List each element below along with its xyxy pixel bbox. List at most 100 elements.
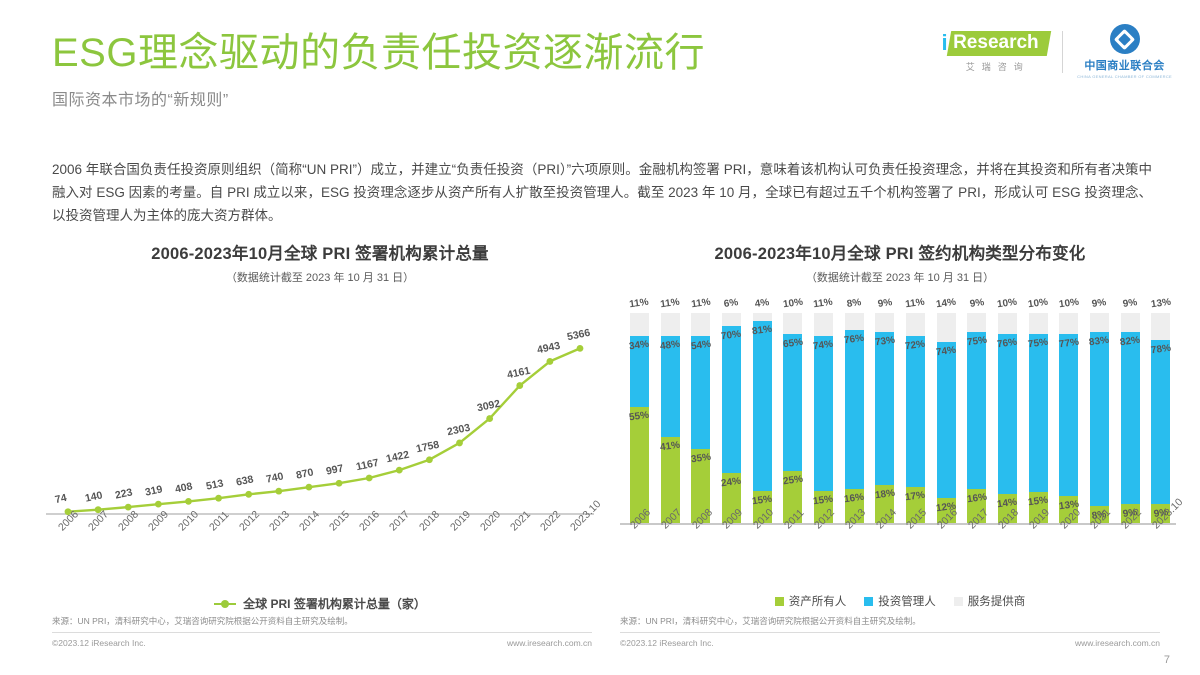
bar-column: 11% 48% 41%	[655, 297, 686, 523]
bar-segment-service-label: 10%	[996, 296, 1019, 311]
legend-swatch	[953, 596, 963, 606]
bar-segment-manager: 70%	[720, 325, 743, 473]
bar-segment-service-label: 9%	[1122, 297, 1138, 310]
partner-logo: 中国商业联合会 CHINA GENERAL CHAMBER OF COMMERC…	[1077, 24, 1172, 79]
bar-stack: 10% 76% 14%	[996, 297, 1019, 523]
bar-segment-owner: 13%	[1058, 495, 1079, 523]
bar-segment-service: 11%	[660, 297, 680, 337]
bar-segment-service: 9%	[875, 297, 895, 332]
bar-chart-x-axis: 2006 2007 2008 2009 2010 2011 2012 2013 2014 2015…	[624, 496, 1185, 577]
bar-segment-manager: 74%	[935, 342, 957, 498]
bar-chart-plot: 11% 34% 55% 11% 48% 41% 11% 54% 35% 6% 70% 24% 4% 81%…	[620, 297, 1185, 531]
bar-segment-service-label: 9%	[876, 297, 893, 310]
bar-segment-manager-label: 82%	[1119, 334, 1141, 349]
bar-segment-manager-label: 76%	[996, 336, 1019, 351]
bar-segment-owner-label: 55%	[628, 410, 651, 424]
bar-segment-owner-label: 15%	[812, 494, 835, 508]
bar-segment-manager: 54%	[689, 336, 712, 450]
bar-segment-manager: 65%	[782, 334, 804, 471]
logo-divider	[1062, 30, 1064, 73]
bar-column: 11% 54% 35%	[685, 297, 716, 523]
bar-segment-service-label: 11%	[690, 296, 712, 311]
bar-segment-owner-label: 17%	[904, 489, 927, 504]
bar-segment-manager: 75%	[966, 331, 988, 490]
page-header: ESG理念驱动的负责任投资逐渐流行 国际资本市场的“新规则”	[52, 28, 812, 110]
bar-segment-manager-label: 83%	[1088, 334, 1111, 349]
bar-segment-service: 4%	[752, 297, 772, 322]
bar-legend-item: 资产所有人	[774, 593, 847, 609]
bar-segment-owner: 15%	[812, 491, 835, 523]
logo-group: i Research 艾瑞咨询 中国商业联合会 CHINA GENERAL CH…	[941, 24, 1172, 79]
bar-segment-manager-label: 76%	[843, 332, 865, 347]
bar-column: 4% 81% 15%	[747, 297, 778, 523]
bar-segment-manager-label: 72%	[904, 338, 927, 353]
bar-segment-manager: 72%	[904, 336, 927, 488]
bar-stack: 10% 65% 25%	[782, 297, 804, 523]
bar-segment-manager: 75%	[1027, 334, 1049, 492]
bar-stack: 10% 77% 13%	[1058, 297, 1080, 523]
bar-segment-service: 11%	[690, 297, 711, 337]
page-footer: 来源：UN PRI，清科研究中心，艾瑞咨询研究院根据公开资料自主研究及绘制。 ©…	[0, 615, 1200, 675]
bar-segment-owner: 15%	[1027, 491, 1049, 523]
bar-segment-service-label: 4%	[754, 297, 770, 310]
bar-segment-service-label: 11%	[628, 296, 650, 311]
page-title: ESG理念驱动的负责任投资逐渐流行	[52, 31, 705, 75]
line-chart-plot: 74 140 223 319 408 513 638 740 870 997 1167 1422 175…	[40, 301, 603, 533]
bar-segment-manager-label: 54%	[689, 338, 712, 353]
website-left: www.iresearch.com.cn	[506, 638, 592, 648]
line-chart-x-axis: 2006 2007 2008 2009 2010 2011 2012 2013 2014 2015…	[40, 498, 603, 579]
bar-segment-manager: 48%	[659, 336, 681, 437]
legend-swatch	[864, 596, 874, 606]
bar-column: 10% 77% 13%	[1053, 297, 1084, 523]
bar-segment-manager-label: 78%	[1150, 342, 1172, 357]
bar-segment-service-label: 6%	[723, 297, 740, 310]
bar-stack: 4% 81% 15%	[751, 297, 773, 523]
line-chart-legend: 全球 PRI 签署机构累计总量（家）	[40, 595, 600, 612]
footer-rule-left	[52, 632, 592, 633]
bar-segment-owner: 16%	[843, 489, 865, 523]
bar-segment-service: 11%	[813, 297, 834, 337]
iresearch-chinese-name: 艾瑞咨询	[965, 61, 1030, 72]
bar-segment-service: 11%	[905, 297, 926, 337]
iresearch-i-letter: i	[941, 30, 948, 55]
legend-label: 资产所有人	[788, 596, 847, 608]
bar-segment-manager-label: 73%	[874, 334, 896, 349]
bar-segment-service: 14%	[935, 297, 957, 343]
bar-segment-owner: 35%	[690, 449, 711, 523]
bar-segment-owner: 8%	[1089, 506, 1109, 523]
bar-segment-manager: 34%	[629, 336, 650, 408]
body-paragraph: 2006 年联合国负责任投资原则组织（简称“UN PRI”）成立，并建立“负责任…	[52, 162, 1152, 223]
bar-column: 11% 72% 17%	[900, 297, 931, 523]
bar-stack: 9% 83% 8%	[1088, 297, 1111, 523]
bar-segment-service-label: 11%	[812, 296, 834, 311]
bar-segment-service-label: 8%	[846, 297, 862, 310]
bar-stack: 11% 48% 41%	[659, 297, 681, 523]
bar-segment-manager: 78%	[1150, 340, 1172, 505]
bar-segment-service-label: 11%	[904, 296, 926, 311]
footer-right: 来源：UN PRI，清科研究中心，艾瑞咨询研究院根据公开资料自主研究及绘制。 ©…	[620, 615, 1160, 648]
bar-segment-owner-label: 24%	[720, 475, 743, 489]
bar-segment-manager-label: 70%	[720, 328, 743, 342]
line-chart-title: 2006-2023年10月全球 PRI 签署机构累计总量	[151, 245, 489, 263]
bar-segment-owner: 14%	[997, 493, 1018, 523]
website-right: www.iresearch.com.cn	[1074, 638, 1160, 648]
bar-segment-manager-label: 74%	[935, 345, 957, 359]
bar-chart-subtitle: （数据统计截至 2023 年 10 月 31 日）	[805, 272, 995, 284]
bar-segment-service: 6%	[721, 297, 741, 326]
bar-segment-manager-label: 65%	[782, 336, 804, 351]
bar-stack: 13% 78% 9%	[1150, 297, 1172, 523]
bar-segment-manager-label: 75%	[966, 334, 988, 349]
bar-segment-owner-label: 18%	[874, 487, 896, 502]
bar-segment-manager-label: 77%	[1058, 336, 1080, 351]
bar-column: 9% 73% 18%	[869, 297, 900, 523]
bar-segment-manager: 76%	[843, 329, 865, 490]
bar-segment-service: 10%	[782, 297, 803, 334]
bar-segment-owner-label: 15%	[1027, 494, 1049, 508]
bar-segment-owner: 25%	[782, 470, 803, 523]
bar-segment-service-label: 9%	[1091, 297, 1108, 310]
page-subtitle: 国际资本市场的“新规则”	[52, 92, 229, 109]
bar-segment-owner-label: 41%	[659, 439, 681, 454]
bar-column: 11% 34% 55%	[624, 297, 655, 523]
line-chart-subtitle: （数据统计截至 2023 年 10 月 31 日）	[225, 272, 415, 284]
